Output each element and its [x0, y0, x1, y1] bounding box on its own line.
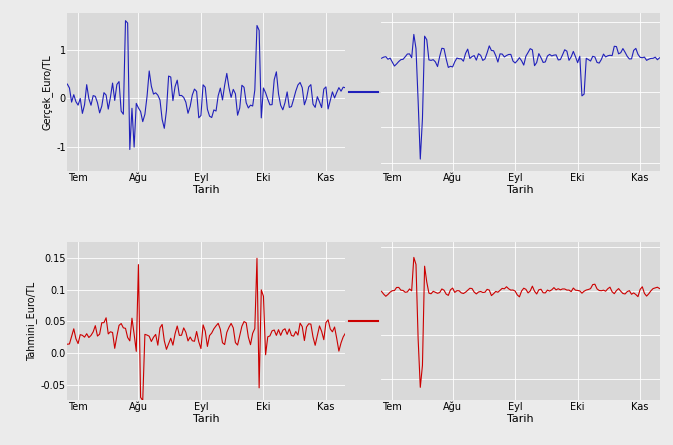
- X-axis label: Tarih: Tarih: [193, 414, 219, 424]
- X-axis label: Tarih: Tarih: [507, 185, 534, 194]
- X-axis label: Tarih: Tarih: [507, 414, 534, 424]
- Y-axis label: Tahmini_Euro/TL: Tahmini_Euro/TL: [26, 282, 37, 361]
- Y-axis label: Gerçek_Euro/TL: Gerçek_Euro/TL: [41, 54, 52, 130]
- Y-axis label: Gerçek_GBP/TL: Gerçek_GBP/TL: [355, 55, 366, 129]
- Y-axis label: Tahmini_GBP/TL: Tahmini_GBP/TL: [346, 283, 357, 360]
- X-axis label: Tarih: Tarih: [193, 185, 219, 194]
